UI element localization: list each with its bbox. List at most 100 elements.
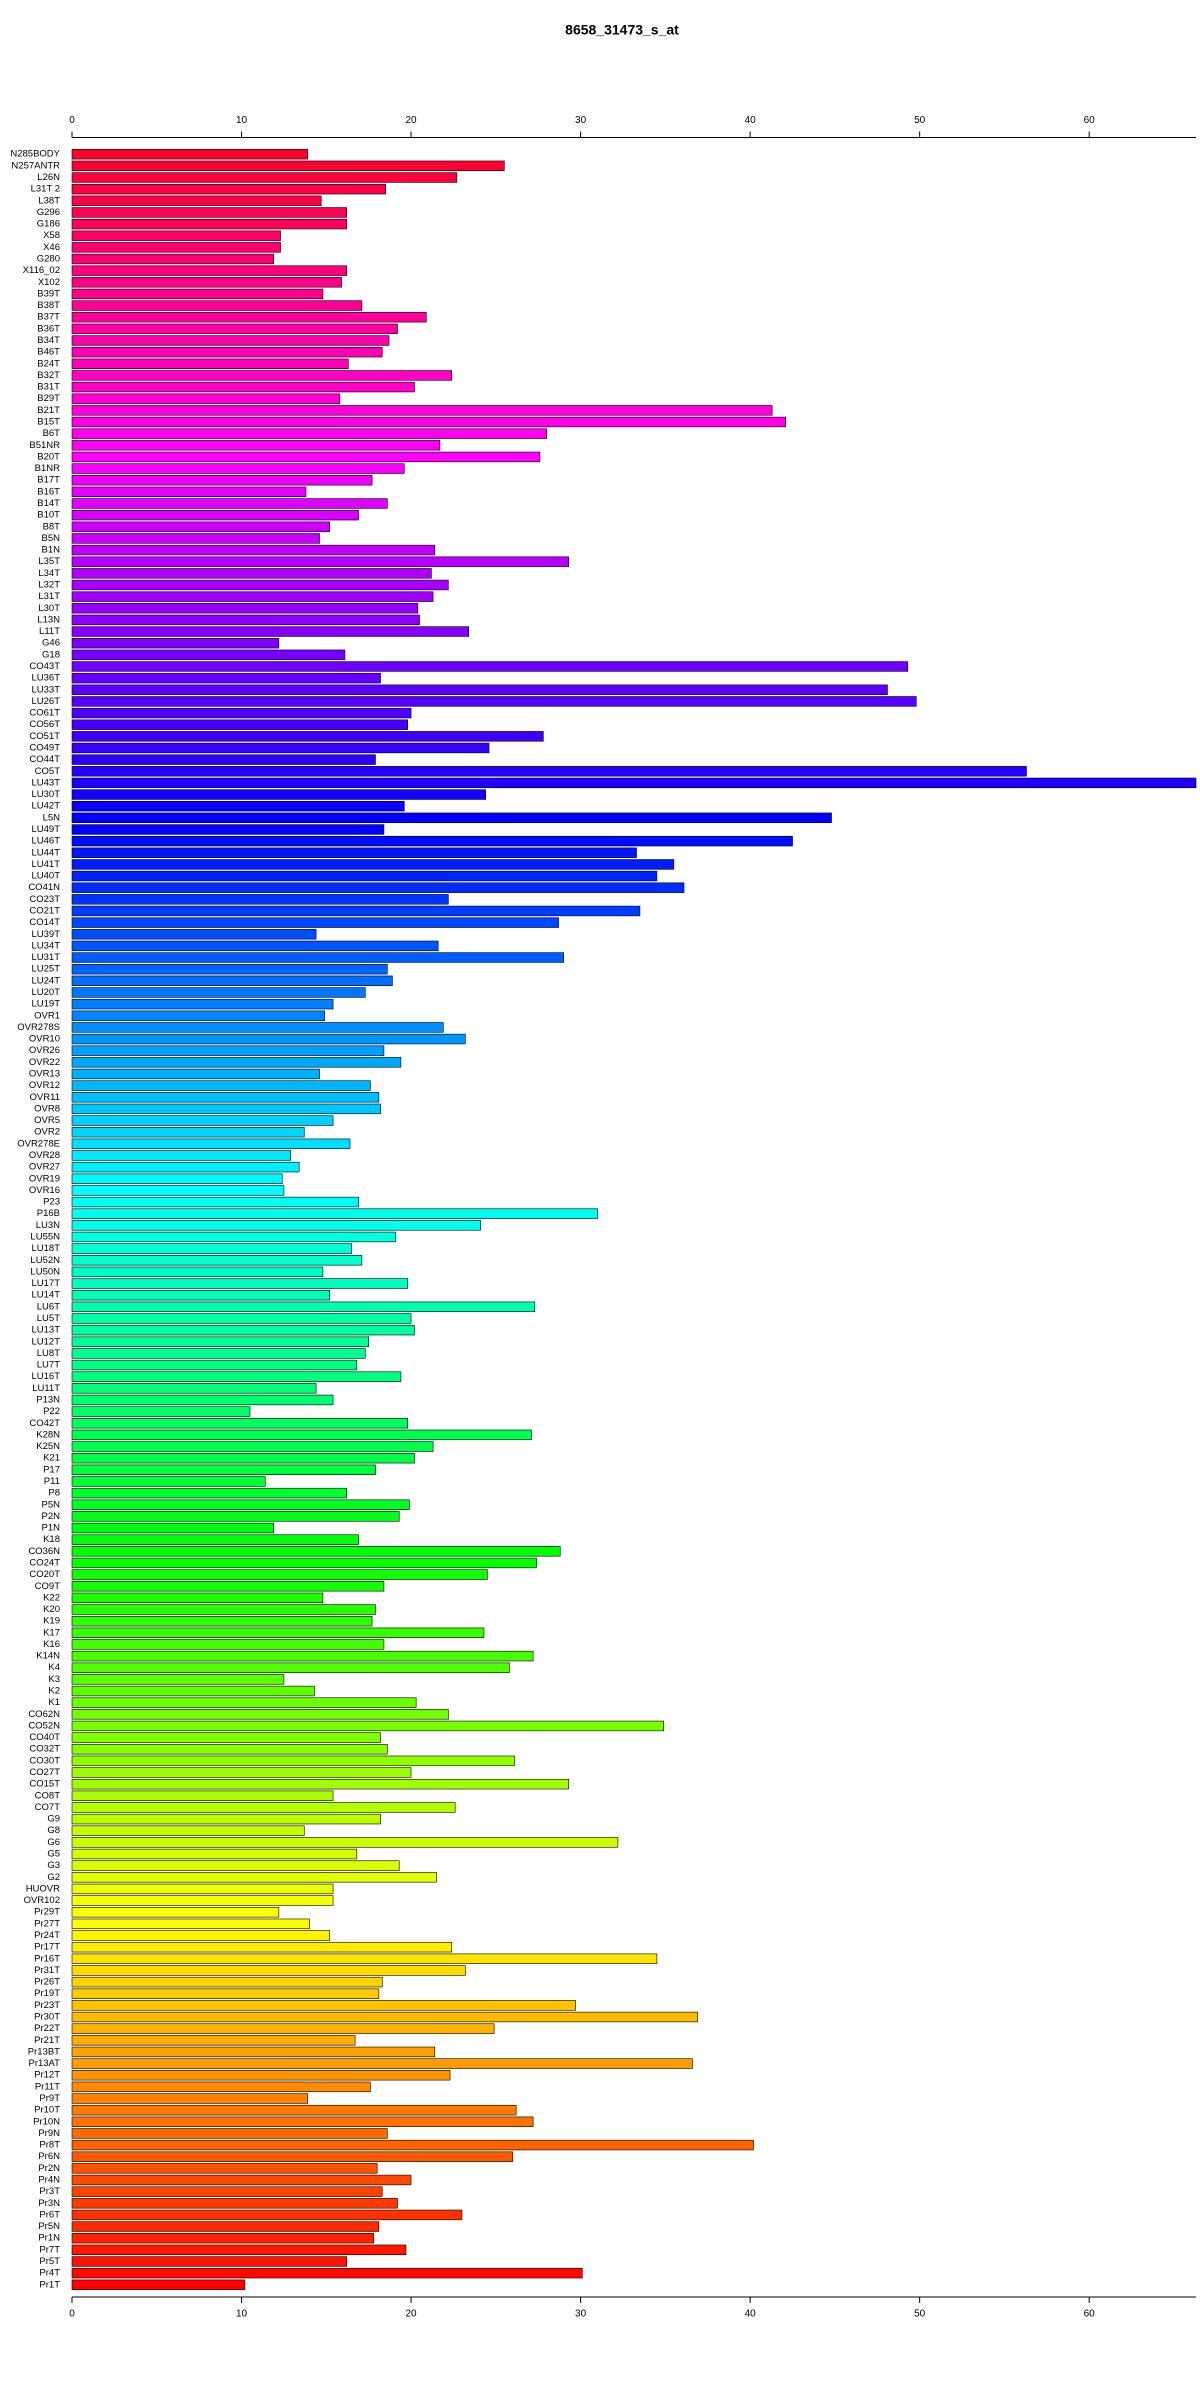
- bar: [71, 591, 434, 602]
- y-tick-label: Pr7T: [39, 2244, 60, 2255]
- bar: [71, 1301, 536, 1313]
- bar: [71, 1627, 485, 1638]
- y-tick-label: LU50N: [30, 1266, 60, 1277]
- y-tick-label: OVR5: [34, 1115, 60, 1126]
- bar: [71, 1173, 283, 1184]
- bar: [71, 2267, 583, 2279]
- bar: [71, 521, 330, 532]
- y-tick-label: B1NR: [35, 463, 60, 474]
- y-tick-label: LU36T: [31, 673, 60, 684]
- y-tick-label: X102: [38, 277, 60, 288]
- y-tick-label: OVR8: [34, 1103, 60, 1114]
- bar: [71, 777, 1197, 789]
- y-tick-label: G18: [42, 649, 60, 660]
- y-tick-label: K20: [43, 1604, 60, 1615]
- y-tick-label: L32T: [38, 580, 60, 591]
- bar: [71, 649, 346, 661]
- y-tick-label: Pr24T: [34, 1930, 60, 1941]
- x-tick-label: 60: [1084, 115, 1096, 126]
- y-tick-label: B24T: [37, 358, 60, 369]
- y-tick-label: B31T: [37, 382, 60, 393]
- bar: [71, 882, 685, 893]
- y-tick-label: Pr1T: [39, 2279, 60, 2290]
- bar: [71, 498, 388, 509]
- y-tick-label: OVR102: [24, 1895, 60, 1906]
- y-tick-label: B46T: [37, 347, 60, 358]
- bar: [71, 1592, 324, 1604]
- bar: [71, 1534, 359, 1545]
- bar: [71, 661, 909, 672]
- bar: [71, 428, 547, 439]
- bar: [71, 754, 376, 765]
- bar: [71, 1022, 444, 1033]
- y-tick-label: Pr27T: [34, 1918, 60, 1929]
- y-tick-label: N285BODY: [10, 149, 60, 160]
- bar: [71, 1057, 402, 1068]
- bar: [71, 766, 1027, 777]
- bar: [71, 2209, 463, 2221]
- y-tick-label: N257ANTR: [11, 160, 60, 171]
- y-tick-label: CO14T: [29, 917, 60, 928]
- y-tick-label: LU20T: [31, 987, 60, 998]
- bar: [71, 859, 675, 870]
- bar: [71, 1860, 400, 1871]
- bar: [71, 416, 787, 428]
- bar: [71, 2035, 356, 2046]
- bar: [71, 1941, 453, 1953]
- y-tick-label: Pr13AT: [28, 2058, 60, 2069]
- bar: [71, 2186, 383, 2197]
- bar: [71, 1848, 358, 1860]
- y-tick-label: LU40T: [31, 871, 60, 882]
- y-tick-label: LU34T: [31, 940, 60, 951]
- y-tick-label: CO61T: [29, 708, 60, 719]
- y-tick-label: K28N: [36, 1429, 60, 1440]
- bar: [71, 1464, 376, 1476]
- bar: [71, 789, 486, 800]
- bar: [71, 207, 347, 218]
- x-tick-label: 20: [406, 115, 418, 126]
- bar: [71, 300, 363, 311]
- bar: [71, 1650, 534, 1662]
- bar: [71, 952, 564, 963]
- y-tick-label: LU12T: [31, 1336, 60, 1347]
- bar: [71, 1243, 353, 1254]
- bar: [71, 1511, 400, 1522]
- y-tick-label: LU7T: [37, 1360, 60, 1371]
- bar: [71, 1220, 481, 1231]
- y-tick-label: Pr4N: [38, 2175, 60, 2186]
- y-tick-label: B51NR: [29, 440, 60, 451]
- bar: [71, 253, 275, 265]
- y-tick-label: B20T: [37, 451, 60, 462]
- bar: [71, 638, 280, 649]
- bar: [71, 2198, 398, 2209]
- y-tick-label: L11T: [39, 626, 60, 637]
- bar: [71, 1487, 347, 1499]
- y-tick-label: G9: [47, 1814, 60, 1825]
- bar: [71, 1569, 488, 1580]
- y-tick-label: L34T: [38, 568, 60, 579]
- y-tick-label: Pr31T: [34, 1965, 60, 1976]
- y-tick-label: Pr22T: [34, 2023, 60, 2034]
- bar: [71, 335, 390, 346]
- bar: [71, 463, 405, 474]
- bar: [71, 1476, 266, 1487]
- bar: [71, 847, 637, 858]
- y-tick-label: Pr6T: [39, 2209, 60, 2220]
- y-tick-label: Pr30T: [34, 2012, 60, 2023]
- y-tick-label: Pr23T: [34, 2000, 60, 2011]
- x-tick-label: 50: [914, 2309, 926, 2320]
- y-tick-label: CO44T: [29, 754, 60, 765]
- bar: [71, 940, 439, 952]
- bar: [71, 218, 347, 230]
- y-tick-label: LU8T: [37, 1348, 60, 1359]
- bar: [71, 230, 281, 241]
- bar: [71, 1255, 363, 1266]
- bar: [71, 2256, 347, 2267]
- bar: [71, 626, 470, 637]
- y-tick-label: OVR27: [29, 1162, 60, 1173]
- bar: [71, 475, 373, 486]
- y-tick-label: G3: [47, 1860, 60, 1871]
- y-tick-label: B21T: [37, 405, 60, 416]
- bar: [71, 1744, 388, 1755]
